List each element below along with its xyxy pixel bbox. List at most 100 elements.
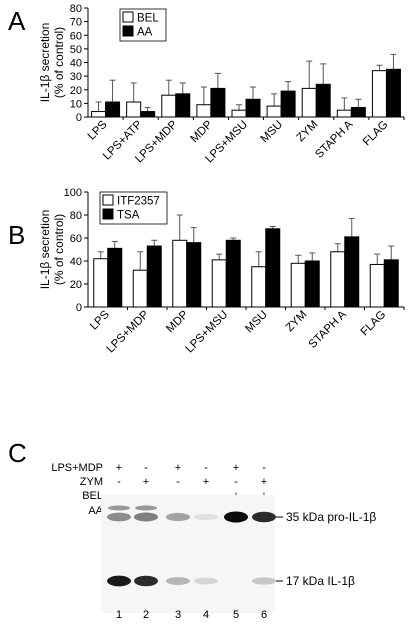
legend-label-itf2357: ITF2357 bbox=[117, 196, 160, 208]
category-label: LPS bbox=[86, 118, 110, 142]
category-label: STAPH A bbox=[313, 118, 355, 160]
y-tick-label: 0 bbox=[76, 302, 82, 314]
y-tick-label: 80 bbox=[70, 210, 82, 222]
treatment-sign: + bbox=[116, 462, 122, 474]
bar-bel bbox=[126, 101, 142, 118]
bar-bel bbox=[196, 104, 212, 118]
bar-aa bbox=[105, 101, 121, 118]
lane-number: 4 bbox=[203, 609, 209, 621]
blot-band bbox=[194, 577, 218, 585]
blot-band bbox=[107, 512, 131, 522]
blot-band bbox=[107, 575, 131, 587]
lane-number: 1 bbox=[116, 609, 122, 621]
bar-bel bbox=[266, 105, 282, 118]
y-tick-label: 100 bbox=[64, 187, 82, 199]
bar-aa bbox=[280, 90, 296, 118]
legend-label-bel: BEL bbox=[137, 13, 159, 25]
treatment-sign: - bbox=[262, 462, 266, 474]
chart-panel-b: B IL-1β secretion (% of control) 0 20 40 60 8… bbox=[8, 187, 405, 356]
treatment-label: ZYM bbox=[80, 476, 103, 488]
category-label: STAPH A bbox=[307, 308, 349, 350]
western-blot-panel: C LPS+MDP+-+-+-ZYM-+-+-+BEL----++AA--++-… bbox=[8, 438, 376, 621]
treatment-sign: - bbox=[234, 476, 238, 488]
treatment-sign: + bbox=[203, 476, 209, 488]
y-tick-label: 20 bbox=[70, 85, 82, 97]
bar-bel bbox=[91, 111, 107, 118]
band-label: 17 kDa IL-1β bbox=[286, 574, 355, 588]
treatment-sign: + bbox=[143, 476, 149, 488]
bar-itf2357 bbox=[330, 251, 346, 308]
y-tick-label: 70 bbox=[70, 17, 82, 29]
bar-tsa bbox=[186, 242, 202, 308]
blot-band bbox=[166, 512, 190, 522]
category-label: ZYM bbox=[284, 309, 310, 335]
treatment-sign: + bbox=[175, 462, 181, 474]
legend-swatch-bel bbox=[122, 11, 134, 23]
bar-itf2357 bbox=[369, 263, 385, 308]
treatment-sign: - bbox=[117, 476, 121, 488]
blot-band bbox=[252, 577, 276, 585]
y-axis-label: IL-1β secretion (% of control) bbox=[38, 23, 66, 103]
lane-number: 5 bbox=[233, 609, 239, 621]
category-label: MSU bbox=[243, 309, 270, 336]
bar-aa bbox=[245, 98, 261, 118]
bar-tsa bbox=[265, 228, 281, 308]
blot-band bbox=[134, 512, 158, 522]
panel-letter-c: C bbox=[8, 438, 27, 468]
y-tick-label: 80 bbox=[70, 3, 82, 15]
blot-membrane bbox=[101, 495, 275, 613]
category-label: MDP bbox=[188, 118, 215, 145]
bar-aa bbox=[315, 83, 331, 118]
bar-tsa bbox=[146, 245, 162, 308]
legend-box bbox=[119, 8, 167, 42]
blot-band bbox=[166, 577, 190, 585]
category-label: FLAG bbox=[359, 309, 389, 339]
y-axis-label-line-2: (% of control) bbox=[52, 214, 66, 285]
blot-band bbox=[252, 511, 276, 523]
category-label: MSU bbox=[259, 119, 286, 146]
bar-aa bbox=[385, 68, 401, 118]
treatment-label: LPS+MDP bbox=[51, 462, 103, 474]
y-tick-label: 50 bbox=[70, 44, 82, 56]
treatment-label: BEL bbox=[82, 490, 103, 502]
category-label: LPS+MSU bbox=[184, 309, 231, 356]
lane-number: 3 bbox=[175, 609, 181, 621]
panel-letter-a: A bbox=[8, 6, 26, 36]
treatment-sign: - bbox=[204, 462, 208, 474]
lane-number: 6 bbox=[261, 609, 267, 621]
bar-itf2357 bbox=[172, 239, 188, 308]
bar-itf2357 bbox=[132, 269, 148, 308]
bar-tsa bbox=[344, 236, 360, 308]
bar-bel bbox=[371, 70, 387, 118]
panel-letter-b: B bbox=[8, 220, 25, 250]
category-label: LPS+MDP bbox=[105, 308, 152, 355]
treatment-sign: + bbox=[261, 476, 267, 488]
blot-band bbox=[194, 513, 218, 521]
bar-itf2357 bbox=[290, 262, 306, 308]
y-axis-label-line-1: IL-1β secretion bbox=[38, 23, 52, 103]
bar-bel bbox=[161, 94, 177, 118]
lane-number: 2 bbox=[143, 609, 149, 621]
bar-itf2357 bbox=[251, 266, 267, 308]
blot-band bbox=[108, 505, 130, 511]
y-tick-label: 0 bbox=[76, 112, 82, 124]
bar-itf2357 bbox=[211, 259, 227, 308]
bar-tsa bbox=[225, 239, 241, 308]
y-tick-label: 40 bbox=[70, 58, 82, 70]
treatment-sign: - bbox=[176, 476, 180, 488]
blot-band bbox=[224, 511, 248, 523]
bar-aa bbox=[350, 106, 366, 118]
blot-band bbox=[134, 575, 158, 587]
blot-band bbox=[135, 505, 157, 511]
y-tick-label: 60 bbox=[70, 30, 82, 42]
legend-label-tsa: TSA bbox=[117, 210, 140, 222]
y-tick-label: 10 bbox=[70, 98, 82, 110]
treatment-label: AA bbox=[88, 505, 103, 517]
y-axis-label-line-2: (% of control) bbox=[52, 27, 66, 98]
legend-swatch-itf2357 bbox=[102, 194, 114, 206]
bar-bel bbox=[231, 109, 247, 118]
legend-label-aa: AA bbox=[137, 27, 153, 39]
treatment-sign: + bbox=[233, 462, 239, 474]
